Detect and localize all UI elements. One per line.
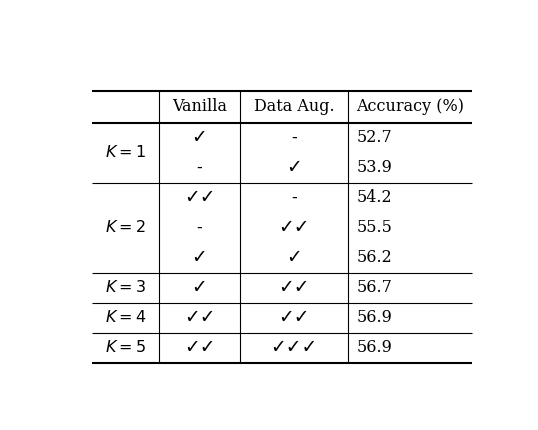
Text: ✓✓: ✓✓ xyxy=(183,308,215,327)
Text: 55.5: 55.5 xyxy=(357,219,393,236)
Text: $K=4$: $K=4$ xyxy=(105,309,146,326)
Text: ✓: ✓ xyxy=(286,248,302,267)
Text: 56.9: 56.9 xyxy=(357,309,393,326)
Text: 54.2: 54.2 xyxy=(357,189,392,206)
Text: -: - xyxy=(196,160,202,175)
Text: $K=2$: $K=2$ xyxy=(105,219,146,236)
Text: Vanilla: Vanilla xyxy=(172,98,227,115)
Text: $K=1$: $K=1$ xyxy=(105,144,146,161)
Text: ✓: ✓ xyxy=(192,278,207,297)
Text: ✓: ✓ xyxy=(192,248,207,267)
Text: 56.2: 56.2 xyxy=(357,249,392,266)
Text: $K=5$: $K=5$ xyxy=(105,339,146,356)
Text: ✓✓: ✓✓ xyxy=(279,278,310,297)
Text: -: - xyxy=(292,130,297,145)
Text: ✓: ✓ xyxy=(192,128,207,147)
Text: ✓✓: ✓✓ xyxy=(183,338,215,357)
Text: ✓✓: ✓✓ xyxy=(279,218,310,237)
Text: 56.7: 56.7 xyxy=(357,279,393,296)
Text: $K=3$: $K=3$ xyxy=(105,279,146,296)
Text: Data Aug.: Data Aug. xyxy=(254,98,335,115)
Text: Accuracy (%): Accuracy (%) xyxy=(356,98,464,115)
Text: ✓✓: ✓✓ xyxy=(183,188,215,207)
Text: -: - xyxy=(196,220,202,235)
Text: -: - xyxy=(292,190,297,205)
Text: ✓✓: ✓✓ xyxy=(279,308,310,327)
Text: 56.9: 56.9 xyxy=(357,339,393,356)
Text: ✓✓✓: ✓✓✓ xyxy=(271,338,318,357)
Text: 52.7: 52.7 xyxy=(357,129,392,146)
Text: ✓: ✓ xyxy=(286,158,302,177)
Text: 53.9: 53.9 xyxy=(357,159,393,176)
